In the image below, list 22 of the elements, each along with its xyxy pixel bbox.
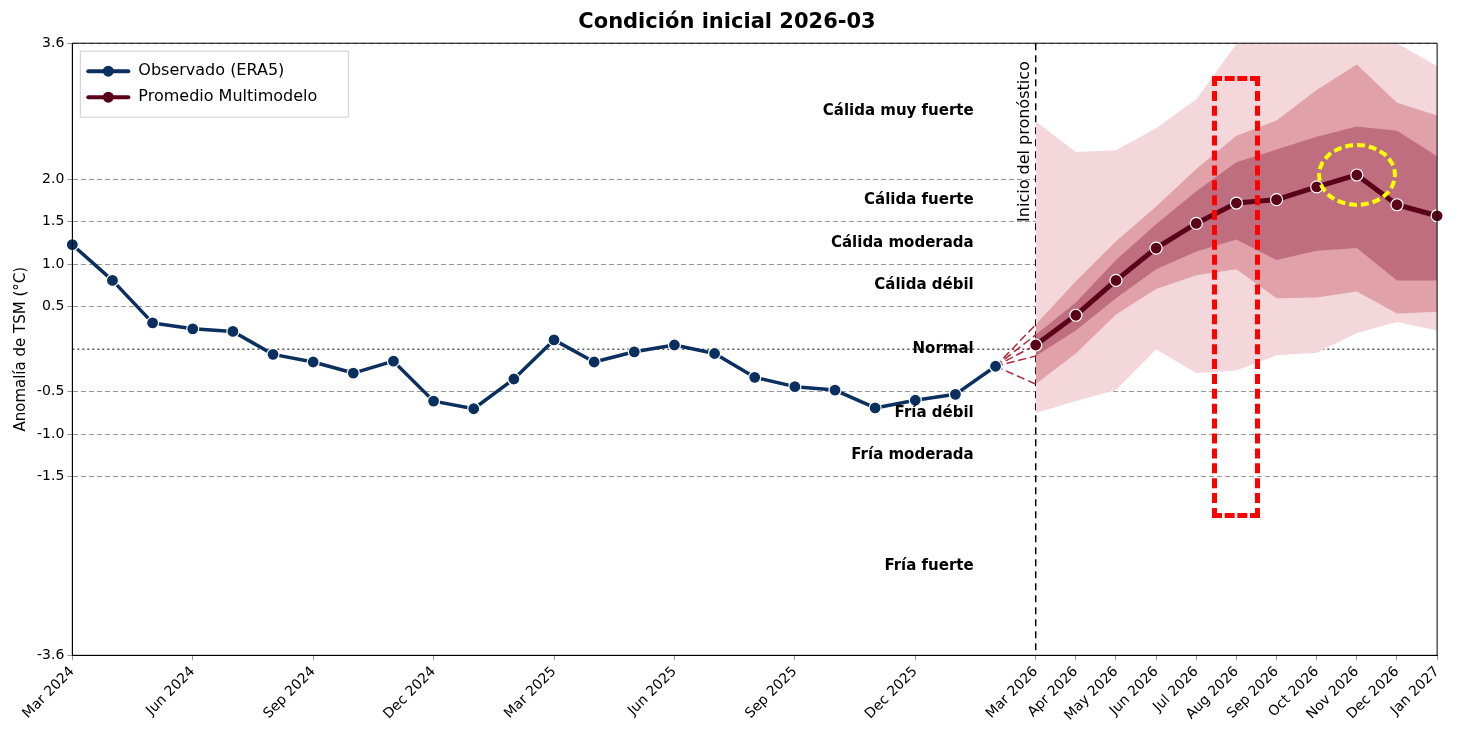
annotation: Cálida débil [874,275,974,294]
legend-label: Promedio Multimodelo [138,86,318,106]
y-axis-title: Anomalía de TSM (°C) [10,266,29,432]
annotation: Fría fuerte [884,555,974,574]
y-tick-label: -1.0 [36,424,65,441]
y-tick-label: -0.5 [36,382,65,399]
y-tick-label: 1.5 [42,212,65,229]
y-tick-label: -1.5 [36,467,65,484]
annotation: Normal [912,339,974,358]
annotation: Cálida muy fuerte [822,101,974,120]
annotation: Fría moderada [851,445,974,464]
annotation: Fría débil [894,402,974,421]
y-tick-label: 0.5 [42,297,65,314]
y-tick-label: -3.6 [36,645,65,662]
annotation: Cálida fuerte [864,190,974,209]
y-tick-label: 2.0 [42,169,65,186]
annotation: Cálida moderada [830,232,974,251]
chart-title: Condición inicial 2026-03 [578,9,876,34]
ref-line-label: Inicio del pronóstico [1013,61,1033,222]
legend-label: Observado (ERA5) [138,60,285,80]
y-tick-label: 1.0 [42,254,65,271]
y-tick-label: 3.6 [42,33,65,50]
